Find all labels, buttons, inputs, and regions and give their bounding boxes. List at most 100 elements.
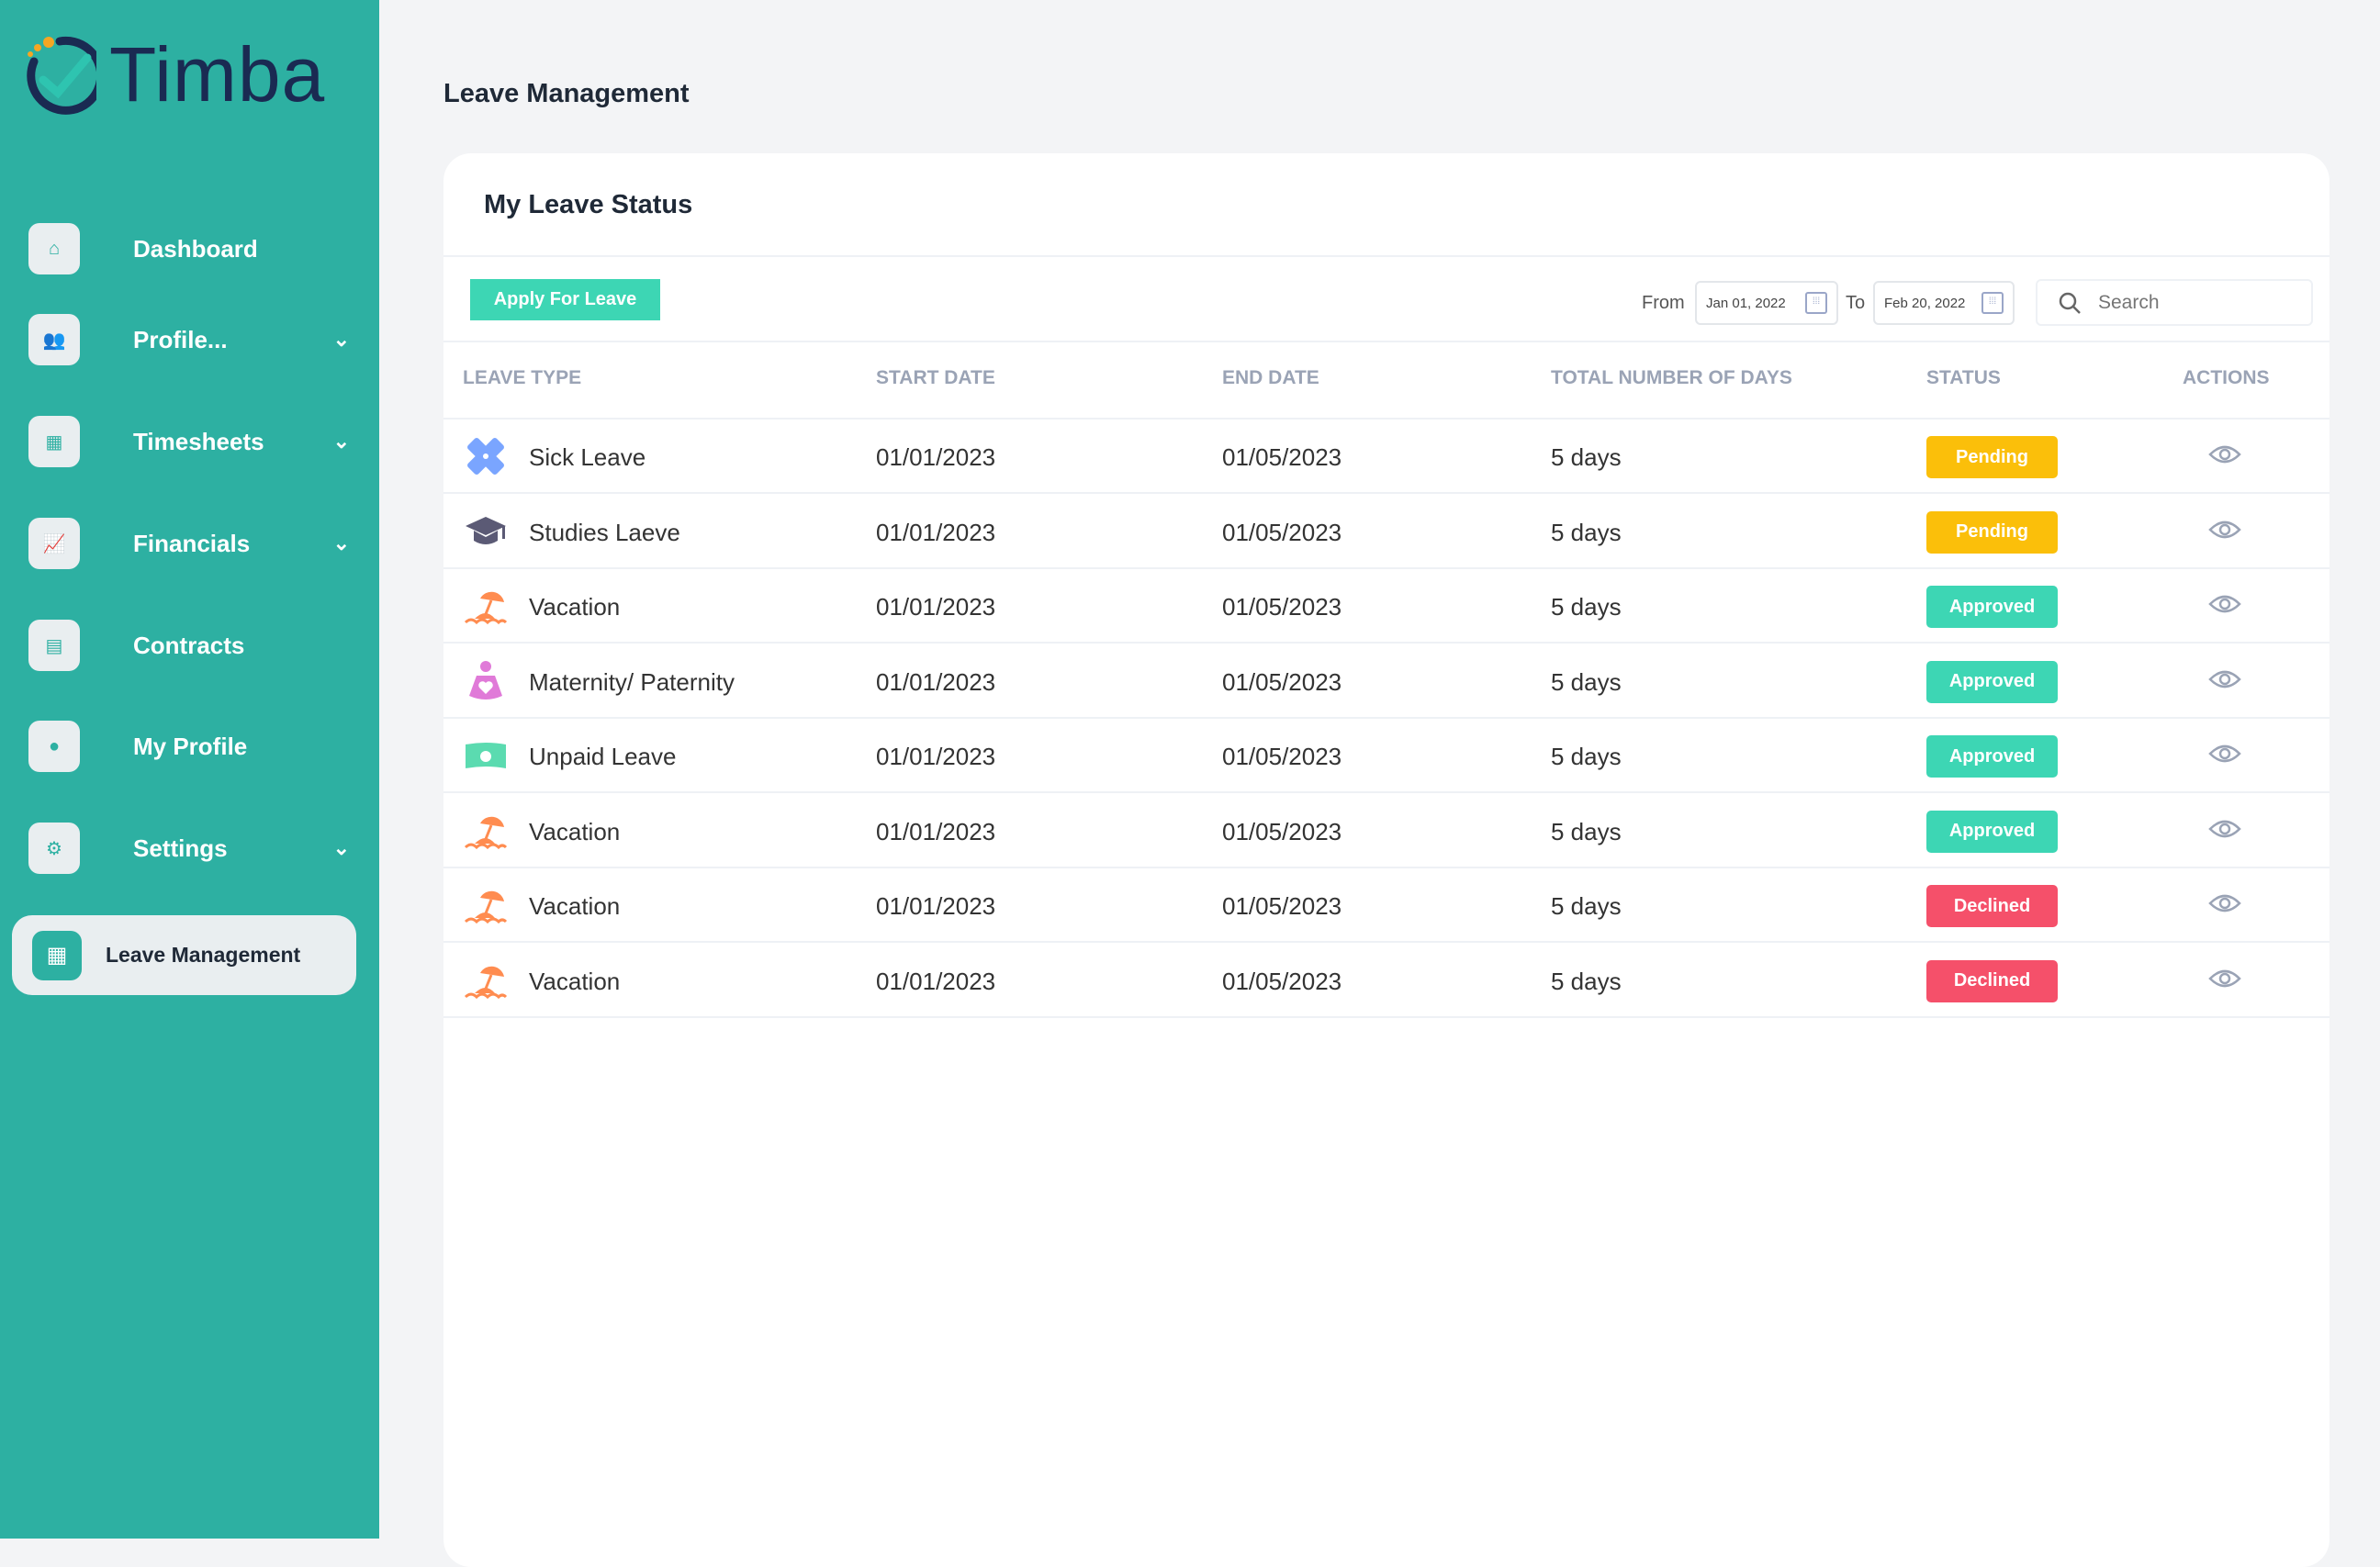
- start-date: 01/01/2023: [876, 667, 996, 696]
- sidebar-item-label: Leave Management: [106, 943, 301, 967]
- leave-type: Maternity/ Paternity: [529, 667, 735, 696]
- table-row[interactable]: Vacation 01/01/2023 01/05/2023 5 days De…: [443, 868, 2329, 943]
- table-row[interactable]: Maternity/ Paternity 01/01/2023 01/05/20…: [443, 644, 2329, 719]
- leave-type: Vacation: [529, 967, 621, 995]
- document-icon: ▤: [28, 620, 80, 671]
- status-badge: Pending: [1926, 510, 2058, 554]
- total-days: 5 days: [1551, 518, 1622, 546]
- sidebar: Timba ⌂ Dashboard 👥 Profile... ⌄ ▦ Times…: [0, 0, 379, 1539]
- graduation-cap-icon: [464, 509, 508, 554]
- gear-icon: ⚙: [28, 823, 80, 874]
- search-icon: [2059, 292, 2081, 314]
- sidebar-item-contracts[interactable]: ▤ Contracts: [28, 618, 350, 673]
- beach-umbrella-icon: [464, 883, 508, 927]
- sidebar-item-label: Settings: [133, 834, 228, 862]
- start-date: 01/01/2023: [876, 892, 996, 920]
- sidebar-item-dashboard[interactable]: ⌂ Dashboard: [28, 221, 350, 276]
- calendar-icon: ▦: [32, 930, 82, 980]
- sidebar-item-settings[interactable]: ⚙ Settings ⌄: [28, 821, 350, 876]
- status-badge: Approved: [1926, 660, 2058, 703]
- status-badge: Pending: [1926, 436, 2058, 478]
- table-row[interactable]: Vacation 01/01/2023 01/05/2023 5 days Ap…: [443, 794, 2329, 868]
- column-header: STATUS: [1926, 367, 2001, 388]
- status-badge: Declined: [1926, 959, 2058, 1002]
- leave-type: Vacation: [529, 817, 621, 845]
- total-days: 5 days: [1551, 967, 1622, 995]
- logo-check-icon: [27, 36, 96, 115]
- page-title: Leave Management: [443, 79, 690, 108]
- end-date: 01/05/2023: [1222, 967, 1342, 995]
- calendar-icon: ▦: [28, 416, 80, 467]
- to-date-input[interactable]: Feb 20, 2022 ⁞⁞⁞: [1873, 281, 2015, 325]
- eye-icon[interactable]: [2208, 519, 2241, 545]
- column-header: TOTAL NUMBER OF DAYS: [1551, 367, 1792, 388]
- table-row[interactable]: Vacation 01/01/2023 01/05/2023 5 days Ap…: [443, 569, 2329, 644]
- sidebar-item-label: Contracts: [133, 631, 245, 659]
- chevron-down-icon[interactable]: ⌄: [332, 836, 350, 859]
- leave-status-card: My Leave Status Apply For Leave From Jan…: [443, 153, 2329, 1567]
- eye-icon[interactable]: [2208, 743, 2241, 769]
- eye-icon[interactable]: [2208, 668, 2241, 695]
- start-date: 01/01/2023: [876, 593, 996, 621]
- eye-icon[interactable]: [2208, 892, 2241, 919]
- column-header: END DATE: [1222, 367, 1319, 388]
- sidebar-item-leave-management[interactable]: ▦ Leave Management: [12, 915, 356, 995]
- leave-type: Studies Laeve: [529, 518, 680, 546]
- sidebar-item-financials[interactable]: 📈 Financials ⌄: [28, 516, 350, 571]
- eye-icon[interactable]: [2208, 968, 2241, 994]
- sidebar-item-label: My Profile: [133, 732, 248, 760]
- table-row[interactable]: Vacation 01/01/2023 01/05/2023 5 days De…: [443, 944, 2329, 1018]
- to-date-value: Feb 20, 2022: [1884, 295, 1966, 311]
- calendar-icon[interactable]: ⁞⁞⁞: [1981, 292, 2004, 314]
- calendar-icon[interactable]: ⁞⁞⁞: [1805, 292, 1827, 314]
- leave-type: Vacation: [529, 593, 621, 621]
- total-days: 5 days: [1551, 743, 1622, 770]
- end-date: 01/05/2023: [1222, 667, 1342, 696]
- beach-umbrella-icon: [464, 584, 508, 628]
- brand-name: Timba: [109, 31, 326, 118]
- money-icon: [464, 733, 508, 778]
- apply-for-leave-button[interactable]: Apply For Leave: [470, 279, 660, 320]
- chevron-down-icon[interactable]: ⌄: [332, 328, 350, 351]
- card-title: My Leave Status: [484, 190, 693, 219]
- logo[interactable]: Timba: [23, 30, 325, 119]
- eye-icon[interactable]: [2208, 443, 2241, 470]
- end-date: 01/05/2023: [1222, 443, 1342, 471]
- maternity-icon: [464, 659, 508, 703]
- table-row[interactable]: Studies Laeve 01/01/2023 01/05/2023 5 da…: [443, 495, 2329, 569]
- column-header: START DATE: [876, 367, 995, 388]
- from-date-input[interactable]: Jan 01, 2022 ⁞⁞⁞: [1695, 281, 1838, 325]
- start-date: 01/01/2023: [876, 743, 996, 770]
- start-date: 01/01/2023: [876, 443, 996, 471]
- from-date-value: Jan 01, 2022: [1706, 295, 1786, 311]
- start-date: 01/01/2023: [876, 518, 996, 546]
- leave-type: Unpaid Leave: [529, 743, 677, 770]
- header-divider: [443, 418, 2329, 420]
- chevron-down-icon[interactable]: ⌄: [332, 430, 350, 453]
- table-row[interactable]: Unpaid Leave 01/01/2023 01/05/2023 5 day…: [443, 719, 2329, 793]
- sidebar-item-profile[interactable]: 👥 Profile... ⌄: [28, 312, 350, 367]
- status-badge: Approved: [1926, 810, 2058, 853]
- start-date: 01/01/2023: [876, 817, 996, 845]
- total-days: 5 days: [1551, 892, 1622, 920]
- table-row[interactable]: Sick Leave 01/01/2023 01/05/2023 5 days …: [443, 420, 2329, 494]
- chevron-down-icon[interactable]: ⌄: [332, 532, 350, 554]
- sidebar-item-timesheets[interactable]: ▦ Timesheets ⌄: [28, 414, 350, 469]
- search-input[interactable]: [2098, 291, 2282, 314]
- users-icon: 👥: [28, 314, 80, 365]
- total-days: 5 days: [1551, 593, 1622, 621]
- search-box[interactable]: [2036, 279, 2313, 326]
- column-header: LEAVE TYPE: [463, 367, 582, 388]
- beach-umbrella-icon: [464, 809, 508, 853]
- from-label: From: [1642, 293, 1685, 313]
- eye-icon[interactable]: [2208, 593, 2241, 620]
- to-label: To: [1846, 293, 1866, 313]
- sidebar-item-my-profile[interactable]: ● My Profile: [28, 719, 350, 774]
- total-days: 5 days: [1551, 667, 1622, 696]
- leave-type: Sick Leave: [529, 443, 646, 471]
- divider: [443, 341, 2329, 342]
- total-days: 5 days: [1551, 443, 1622, 471]
- eye-icon[interactable]: [2208, 818, 2241, 845]
- status-badge: Declined: [1926, 885, 2058, 927]
- end-date: 01/05/2023: [1222, 518, 1342, 546]
